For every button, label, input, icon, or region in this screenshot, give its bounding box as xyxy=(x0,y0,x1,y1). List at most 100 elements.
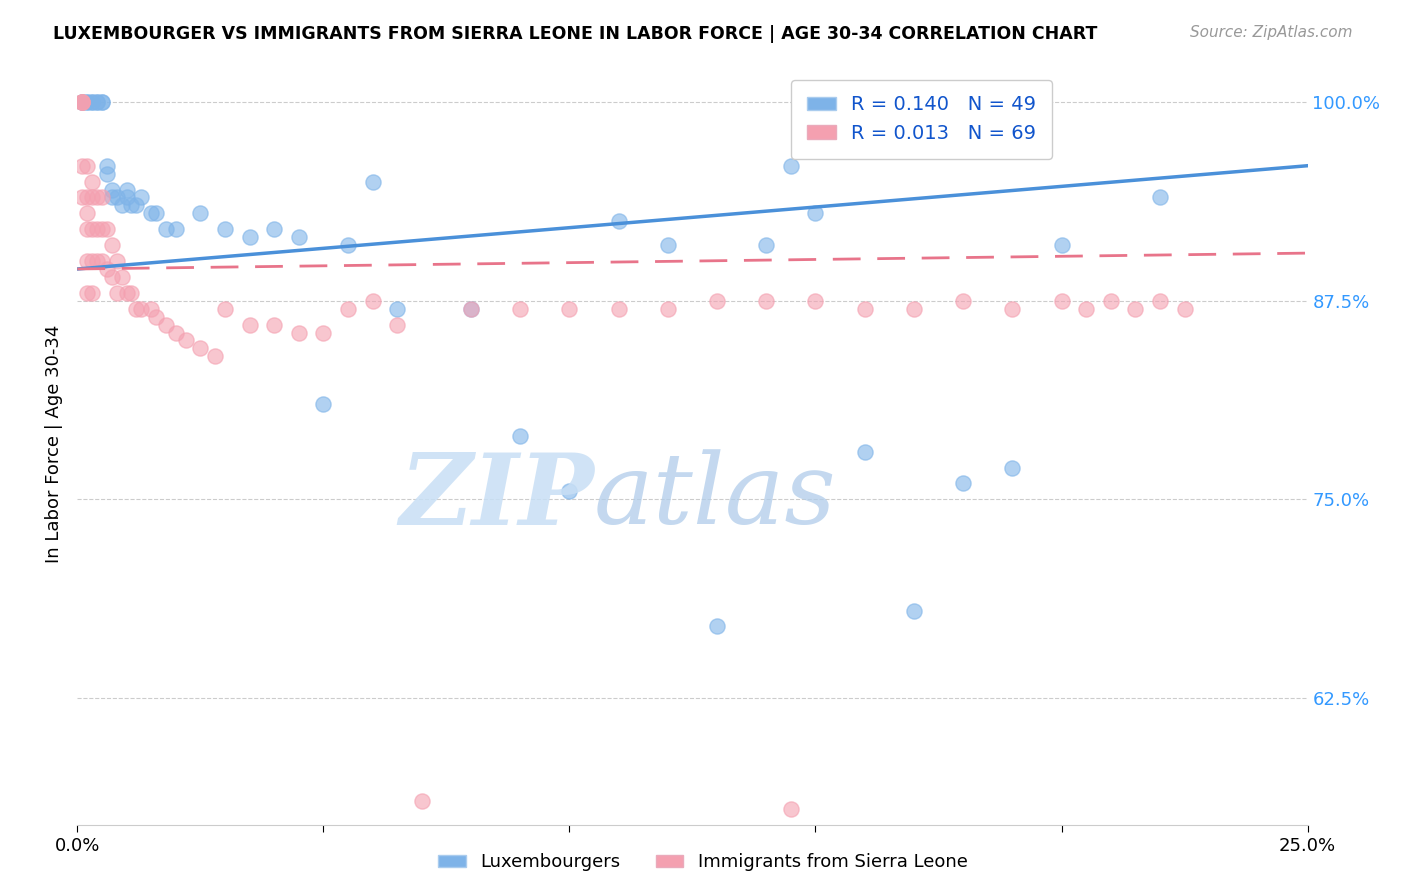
Point xyxy=(239,230,262,244)
Point xyxy=(312,397,335,411)
Text: Source: ZipAtlas.com: Source: ZipAtlas.com xyxy=(1189,25,1353,40)
Point xyxy=(129,190,153,204)
Point xyxy=(780,802,803,816)
Point xyxy=(1050,293,1073,308)
Point xyxy=(165,222,187,236)
Point xyxy=(90,254,114,268)
Point xyxy=(1125,301,1147,316)
Point xyxy=(101,269,124,284)
Point xyxy=(657,238,679,252)
Point xyxy=(1149,293,1171,308)
Point xyxy=(214,222,236,236)
Point xyxy=(86,95,108,110)
Point xyxy=(312,326,335,340)
Point xyxy=(105,285,128,300)
Point xyxy=(214,301,236,316)
Point xyxy=(385,318,409,332)
Point xyxy=(125,198,148,212)
Point xyxy=(460,301,482,316)
Point xyxy=(141,301,163,316)
Legend: Luxembourgers, Immigrants from Sierra Leone: Luxembourgers, Immigrants from Sierra Le… xyxy=(432,847,974,879)
Point xyxy=(76,285,98,300)
Point xyxy=(165,326,187,340)
Point xyxy=(188,342,212,356)
Point xyxy=(903,604,925,618)
Point xyxy=(129,301,153,316)
Point xyxy=(141,206,163,220)
Point xyxy=(188,206,212,220)
Point xyxy=(96,159,118,173)
Point xyxy=(86,95,108,110)
Point xyxy=(607,301,630,316)
Point xyxy=(204,350,226,364)
Point xyxy=(70,95,93,110)
Point xyxy=(101,182,124,196)
Point xyxy=(96,262,118,277)
Text: LUXEMBOURGER VS IMMIGRANTS FROM SIERRA LEONE IN LABOR FORCE | AGE 30-34 CORRELAT: LUXEMBOURGER VS IMMIGRANTS FROM SIERRA L… xyxy=(53,25,1098,43)
Point xyxy=(385,301,409,316)
Text: ZIP: ZIP xyxy=(399,449,595,545)
Point xyxy=(155,318,177,332)
Point xyxy=(155,222,177,236)
Point xyxy=(82,285,104,300)
Point xyxy=(115,182,138,196)
Y-axis label: In Labor Force | Age 30-34: In Labor Force | Age 30-34 xyxy=(45,325,63,563)
Point xyxy=(90,95,114,110)
Point xyxy=(76,95,98,110)
Point xyxy=(755,293,778,308)
Point xyxy=(86,254,108,268)
Point xyxy=(239,318,262,332)
Point xyxy=(337,238,360,252)
Point xyxy=(82,254,104,268)
Point xyxy=(853,301,876,316)
Point xyxy=(509,429,531,443)
Point xyxy=(76,206,98,220)
Point xyxy=(115,285,138,300)
Point xyxy=(90,222,114,236)
Point xyxy=(76,222,98,236)
Point xyxy=(263,318,285,332)
Point xyxy=(70,95,93,110)
Legend: R = 0.140   N = 49, R = 0.013   N = 69: R = 0.140 N = 49, R = 0.013 N = 69 xyxy=(792,79,1052,159)
Point xyxy=(607,214,630,228)
Point xyxy=(337,301,360,316)
Point xyxy=(558,484,581,499)
Point xyxy=(1149,190,1171,204)
Point xyxy=(82,190,104,204)
Point xyxy=(82,175,104,189)
Point xyxy=(90,95,114,110)
Point xyxy=(804,206,827,220)
Point xyxy=(115,190,138,204)
Point xyxy=(1001,301,1024,316)
Point xyxy=(657,301,679,316)
Point xyxy=(361,175,384,189)
Point xyxy=(145,310,167,324)
Point xyxy=(86,190,108,204)
Point xyxy=(76,190,98,204)
Point xyxy=(558,301,581,316)
Point xyxy=(105,190,128,204)
Point xyxy=(952,293,974,308)
Point xyxy=(145,206,167,220)
Point xyxy=(121,285,143,300)
Point xyxy=(101,238,124,252)
Point xyxy=(288,326,311,340)
Point xyxy=(706,619,728,633)
Point xyxy=(263,222,285,236)
Point xyxy=(70,95,93,110)
Point xyxy=(70,95,93,110)
Point xyxy=(105,254,128,268)
Point xyxy=(111,198,132,212)
Point xyxy=(174,334,197,348)
Point xyxy=(76,159,98,173)
Point xyxy=(96,167,118,181)
Point xyxy=(96,222,118,236)
Point xyxy=(361,293,384,308)
Point xyxy=(804,293,827,308)
Point xyxy=(288,230,311,244)
Point xyxy=(1099,293,1122,308)
Point xyxy=(121,198,143,212)
Point xyxy=(70,95,93,110)
Point xyxy=(1174,301,1197,316)
Point xyxy=(125,301,148,316)
